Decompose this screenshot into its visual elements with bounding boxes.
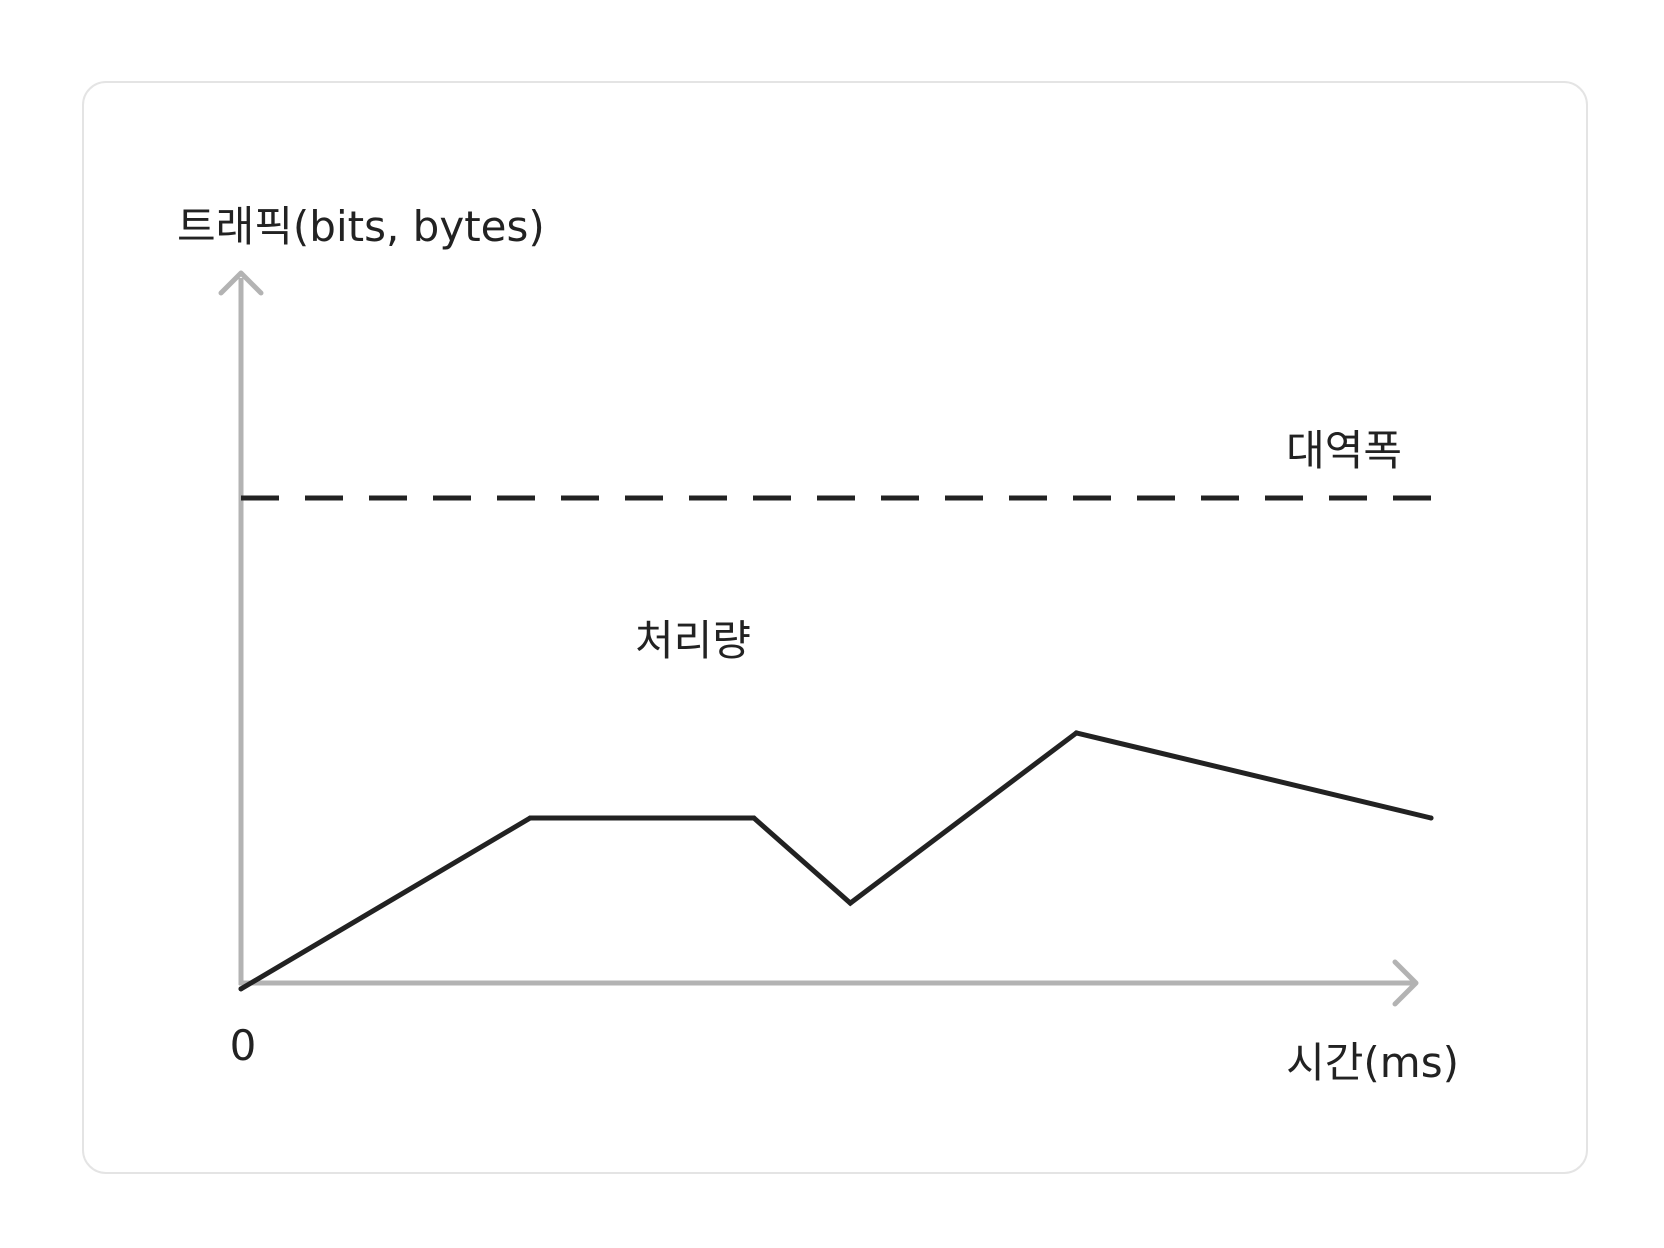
throughput-point-3 (848, 901, 853, 906)
origin-label: 0 (230, 1021, 257, 1070)
y-axis-label: 트래픽(bits, bytes) (177, 202, 545, 251)
throughput-point-0 (239, 986, 244, 991)
x-axis-label: 시간(ms) (1286, 1038, 1459, 1087)
throughput-point-1 (528, 816, 533, 821)
throughput-point-2 (751, 816, 756, 821)
throughput-point-4 (1074, 730, 1079, 735)
series-line-throughput (241, 733, 1431, 989)
series-label-bandwidth: 대역폭 (1286, 426, 1402, 475)
series-label-throughput: 처리량 (635, 616, 751, 665)
throughput-point-5 (1429, 816, 1434, 821)
